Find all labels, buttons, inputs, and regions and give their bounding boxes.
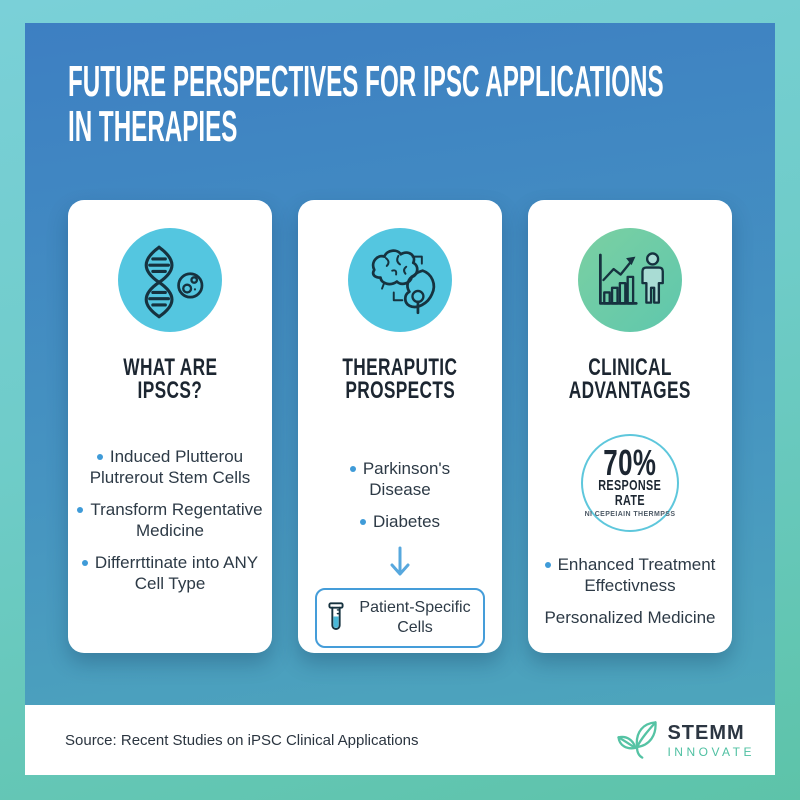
list-item: Induced Plutterou Plutrerout Stem Cells	[76, 446, 264, 488]
list-item-text: Parkinson's Disease	[362, 459, 451, 499]
source-text: Source: Recent Studies on iPSC Clinical …	[65, 731, 419, 749]
list-item: Transform Regentative Medicine	[76, 499, 264, 541]
card3-bullet-list: Enhanced Treatment Effectivness Personal…	[536, 554, 724, 628]
page-title-line1: FUTURE PERSPECTIVES FOR IPSC APPLICATION…	[68, 57, 664, 106]
list-item-text: Differrttinate into ANY Cell Type	[94, 553, 259, 593]
card1-heading: WHAT ARE IPSCS?	[105, 354, 236, 404]
card2-heading-line2: PROSPECTS	[345, 377, 455, 404]
badge-subtext: NI CEPEIAIN THERMPSS	[584, 511, 676, 518]
card3-heading: CLINICAL ADVANTAGES	[545, 354, 714, 404]
test-tube-icon	[328, 602, 344, 630]
card2-bullet-list: Parkinson's Disease Diabetes	[306, 458, 494, 532]
footer-bar: Source: Recent Studies on iPSC Clinical …	[25, 705, 775, 775]
list-item-text: Transform Regentative Medicine	[90, 500, 263, 540]
list-item-text: Diabetes	[372, 512, 441, 531]
bullet-dot-icon	[81, 560, 88, 566]
chart-person-icon	[598, 252, 664, 305]
down-arrow-icon	[390, 546, 410, 576]
leaf-icon	[617, 721, 658, 759]
bullet-dot-icon	[77, 507, 84, 513]
list-item-text: Induced Plutterou Plutrerout Stem Cells	[89, 447, 251, 487]
bullet-dot-icon	[544, 562, 551, 568]
logo-text: STEMM INNOVATE	[667, 723, 755, 758]
card3-heading-line1: CLINICAL	[588, 354, 672, 381]
card1-bullet-list: Induced Plutterou Plutrerout Stem Cells …	[76, 446, 264, 594]
patient-specific-cells-box: Patient-Specific Cells	[315, 588, 485, 648]
card2-heading: THERAPUTIC PROSPECTS	[320, 354, 480, 404]
patient-specific-cells-label: Patient-Specific Cells	[359, 599, 471, 636]
list-item: Differrttinate into ANY Cell Type	[76, 552, 264, 594]
dna-cell-icon	[144, 245, 204, 319]
card1-icon-circle	[118, 228, 222, 332]
card2-heading-line1: THERAPUTIC	[342, 354, 458, 381]
badge-value: 70%	[603, 442, 657, 483]
logo-tagline: INNOVATE	[667, 744, 755, 759]
brain-organ-icon	[371, 249, 436, 315]
card1-heading-line1: WHAT ARE	[122, 354, 218, 381]
list-item-text: Personalized Medicine	[544, 608, 716, 627]
card3-icon-circle	[578, 228, 682, 332]
list-item: Personalized Medicine	[536, 607, 724, 628]
list-item: Enhanced Treatment Effectivness	[536, 554, 724, 596]
list-item: Parkinson's Disease	[337, 458, 463, 500]
badge-label-line1: RESPONSE	[598, 477, 662, 494]
response-rate-badge: 70% RESPONSE RATE NI CEPEIAIN THERMPSS	[581, 434, 679, 532]
bullet-dot-icon	[349, 466, 356, 472]
flow-arrow	[388, 546, 412, 578]
logo-name: STEMM	[667, 721, 745, 744]
page-title-line2: IN THERAPIES	[68, 102, 238, 151]
card2-icon-circle	[348, 228, 452, 332]
card-theraputic-prospects: THERAPUTIC PROSPECTS Parkinson's Disease…	[298, 200, 502, 653]
card3-heading-line2: ADVANTAGES	[568, 377, 691, 404]
list-item-text: Enhanced Treatment Effectivness	[557, 555, 716, 595]
list-item: Diabetes	[337, 511, 463, 532]
stemm-innovate-logo: STEMM INNOVATE	[615, 719, 755, 761]
infographic-panel: FUTURE PERSPECTIVES FOR IPSC APPLICATION…	[25, 23, 775, 775]
page-title: FUTURE PERSPECTIVES FOR IPSC APPLICATION…	[68, 59, 800, 149]
bullet-dot-icon	[96, 454, 103, 460]
bullet-dot-icon	[359, 519, 366, 525]
badge-label-line2: RATE	[614, 492, 646, 509]
card1-heading-line2: IPSCS?	[137, 377, 203, 404]
card-what-are-ipscs: WHAT ARE IPSCS? Induced Plutterou Plutre…	[68, 200, 272, 653]
card-clinical-advantages: CLINICAL ADVANTAGES 70% RESPONSE RATE NI…	[528, 200, 732, 653]
cards-row: WHAT ARE IPSCS? Induced Plutterou Plutre…	[68, 200, 732, 653]
